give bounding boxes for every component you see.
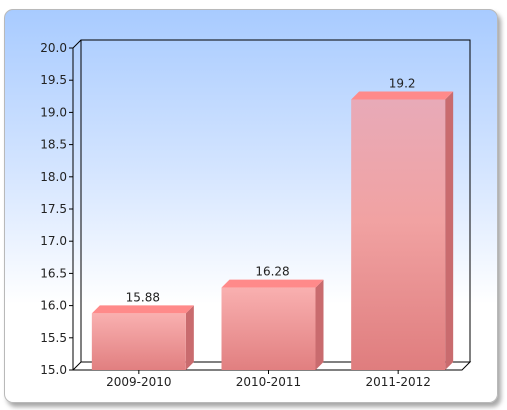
y-tick-label: 15.0 [40,363,67,377]
bar-front [351,99,446,371]
bar-front [221,287,316,370]
bars: 15.88 16.28 19.2 [91,77,454,371]
y-tick-label: 18.5 [40,138,67,152]
bar-top [221,279,324,288]
y-tick-label: 18.0 [40,170,67,184]
y-tick-label: 19.5 [40,73,67,87]
data-label: 16.28 [255,265,289,279]
x-axis: 2009-2010 2010-2011 2011-2012 [106,370,431,389]
data-label: 15.88 [126,290,160,304]
y-tick-label: 17.0 [40,234,67,248]
bar-side [315,279,324,370]
x-tick-label: 2009-2010 [106,375,171,389]
y-tick-label: 15.5 [40,331,67,345]
bar: 19.2 [351,77,454,371]
y-tick-label: 19.0 [40,105,67,119]
data-label: 19.2 [389,77,416,91]
bar-front [91,313,186,370]
y-tick-label: 16.5 [40,266,67,280]
bar-side [185,305,194,370]
y-tick-label: 16.0 [40,299,67,313]
y-tick-label: 20.0 [40,41,67,55]
x-tick-label: 2010-2011 [236,375,301,389]
bar-side [445,91,454,371]
x-tick-label: 2011-2012 [365,375,430,389]
bar-top [91,305,194,314]
bar: 15.88 [91,290,194,370]
y-tick-label: 17.5 [40,202,67,216]
y-axis: 15.0 15.5 16.0 16.5 17.0 17.5 18.0 18.5 19.0 19.5… [40,41,73,377]
plot-corner-edge [72,39,82,49]
bar-top [351,91,454,100]
bar: 16.28 [221,265,324,370]
